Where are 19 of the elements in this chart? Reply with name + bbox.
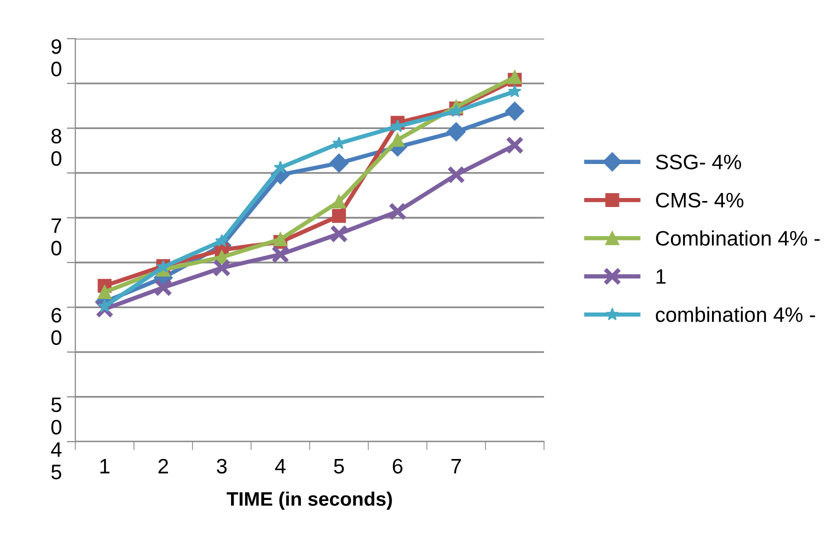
y-tick-label: 7 0 xyxy=(51,218,62,256)
y-tick-label: 4 5 xyxy=(51,442,62,480)
x-tick-label: 2 xyxy=(158,458,168,474)
x-tick-label: 3 xyxy=(216,458,227,474)
legend-label: combination 4% - xyxy=(656,306,816,322)
y-tick-label: 8 0 xyxy=(51,128,62,166)
x-tick-label: 6 xyxy=(392,458,402,474)
legend-label: Combination 4% - xyxy=(656,230,820,246)
y-tick-label: 9 0 xyxy=(51,39,62,76)
x-tick-label: 7 xyxy=(451,459,461,474)
y-tick-label: 6 0 xyxy=(51,308,62,346)
x-tick-label: 1 xyxy=(100,459,110,474)
x-tick-label: 5 xyxy=(334,459,344,474)
x-axis-title: TIME (in seconds) xyxy=(226,492,392,510)
legend-label: CMS- 4% xyxy=(656,192,744,208)
x-tick-label: 4 xyxy=(275,459,286,474)
y-tick-label: 5 0 xyxy=(51,398,62,435)
legend-label: 1 xyxy=(656,269,666,284)
legend-label: SSG- 4% xyxy=(656,154,742,170)
